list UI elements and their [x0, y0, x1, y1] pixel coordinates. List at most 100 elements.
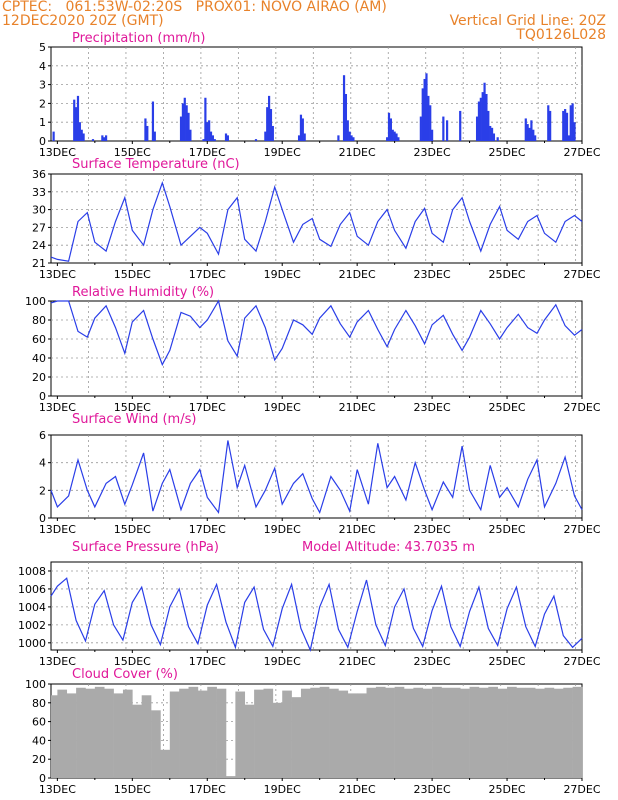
panel-2-ytick-label-2: 27	[32, 221, 46, 234]
panel-1-bar-37	[299, 114, 303, 141]
panel-6-area-bar-28	[310, 687, 320, 778]
panel-1-bar-2	[75, 107, 78, 141]
panel-1-bar-81	[547, 105, 550, 141]
panel-6-area-bar-27	[300, 688, 311, 778]
panel-6-area-bar-18	[216, 688, 227, 778]
panel-6-xtick-label-0: 13DEC	[39, 783, 76, 796]
panel-6-area-bar-42	[441, 687, 452, 778]
panel-5-xtick-label-5: 23DEC	[414, 655, 451, 668]
panel-1-bar-54	[419, 116, 422, 141]
panel-1-bar-13	[151, 101, 155, 141]
panel-1-bar-62	[445, 120, 449, 141]
panel-5-ytick-label-3: 1006	[18, 583, 46, 596]
panel-5-title: Surface Pressure (hPa)	[72, 540, 219, 555]
panel-1-bar-58	[427, 95, 430, 141]
panel-1-bar-15	[179, 116, 183, 141]
panel-1-bar-83	[562, 110, 565, 141]
panel-1-bar-27	[213, 139, 216, 141]
panel-1-bar-46	[352, 137, 355, 141]
panel-6-area-bar-43	[450, 687, 461, 778]
panel-6-area-bar-50	[516, 687, 527, 778]
panel-6-xtick-label-2: 17DEC	[189, 783, 226, 796]
panel-1-bar-39	[303, 133, 306, 141]
panel-3-xtick-label-2: 17DEC	[189, 401, 226, 414]
panel-1-bar-9	[103, 137, 106, 141]
panel-1-xtick-label-1: 15DEC	[114, 146, 151, 159]
panel-6-area-bar-7	[113, 693, 124, 778]
panel-6-area-bar-38	[404, 688, 414, 778]
panel-4-xtick-label-7: 27DEC	[563, 523, 600, 536]
panel-6-area-bar-37	[394, 686, 405, 778]
panel-2-ytick-label-3: 30	[32, 204, 46, 217]
panel-6-area-bar-8	[122, 689, 133, 778]
panel-1-bar-60	[431, 129, 434, 141]
panel-1-bar-3	[76, 95, 80, 141]
panel-6-area-bar-29	[319, 686, 330, 778]
panel-3-ytick-label-5: 100	[25, 295, 46, 308]
panel-2-frame	[50, 173, 583, 264]
panel-6-area-bar-48	[497, 688, 508, 778]
panel-6-area-bar-30	[329, 688, 339, 778]
panel-1-bar-23	[206, 122, 209, 141]
panel-6-area-bar-1	[57, 689, 68, 778]
panel-2-xtick-label-3: 19DEC	[264, 268, 301, 281]
panel-3-ytick-label-2: 40	[32, 352, 46, 365]
panel-6-area-bar-39	[413, 687, 424, 778]
panel-1-bar-57	[425, 73, 428, 141]
panel-1-bar-73	[492, 133, 496, 141]
panel-1-bar-21	[202, 139, 205, 141]
panel-6-area-bar-14	[179, 688, 189, 778]
panel-1-title: Precipitation (mm/h)	[72, 31, 205, 46]
panel-6-area-bar-11	[151, 710, 161, 778]
panel-6-area-bar-15	[188, 686, 199, 778]
panel-6-area-bar-32	[347, 693, 358, 778]
panel-3-xtick-label-4: 21DEC	[339, 401, 376, 414]
panel-6-area-bar-31	[338, 690, 349, 778]
panel-1-bar-11	[144, 118, 147, 141]
panel-6-ytick-label-0: 0	[39, 772, 46, 785]
panel-1-bar-43	[346, 120, 349, 141]
panel-6-area-bar-19	[226, 776, 236, 778]
panel-6-area-bar-26	[291, 697, 302, 778]
panel-6-ytick-label-5: 100	[25, 678, 46, 691]
panel-5-xtick-label-1: 15DEC	[114, 655, 151, 668]
panel-5-xtick-label-2: 17DEC	[189, 655, 226, 668]
header-grid-line-note: Vertical Grid Line: 20Z	[449, 13, 606, 29]
panel-1-bar-22	[204, 97, 207, 141]
panel-6-area-bar-0	[51, 695, 58, 778]
panel-5-ytick-label-0: 1000	[18, 637, 46, 650]
panel-6-xtick-label-7: 27DEC	[563, 783, 600, 796]
panel-1-bar-63	[459, 110, 462, 141]
panel-6-area-bar-9	[132, 704, 142, 778]
panel-1-ytick-label-4: 4	[39, 60, 46, 73]
panel-2-xtick-label-4: 21DEC	[339, 268, 376, 281]
panel-1-bar-17	[183, 97, 186, 141]
panel-3-frame	[50, 300, 583, 397]
panel-1-bar-18	[185, 105, 188, 141]
panel-2-xtick-label-1: 15DEC	[114, 268, 151, 281]
panel-2-ytick-label-5: 36	[32, 168, 46, 181]
panel-3-ytick-label-4: 80	[32, 314, 46, 327]
panel-1-ytick-label-2: 2	[39, 97, 46, 110]
panel-6-area-bar-21	[244, 704, 255, 778]
panel-5-xtick-label-7: 27DEC	[563, 655, 600, 668]
panel-3-series-line	[50, 299, 583, 367]
panel-6-area-bar-51	[525, 687, 536, 778]
panel-1-bar-41	[342, 75, 346, 141]
panel-1-xtick-label-3: 19DEC	[264, 146, 301, 159]
panel-2-ytick-label-0: 21	[32, 257, 46, 270]
panel-6-area-bar-41	[432, 686, 442, 778]
panel-4-xtick-label-3: 19DEC	[264, 523, 301, 536]
panel-6-xtick-label-4: 21DEC	[339, 783, 376, 796]
panel-1-xtick-label-2: 17DEC	[189, 146, 226, 159]
panel-1-bar-31	[264, 131, 267, 141]
panel-1-bar-75	[524, 118, 527, 141]
panel-3-ytick-label-3: 60	[32, 333, 46, 346]
panel-6-area-bar-56	[572, 686, 583, 778]
panel-1-ytick-label-0: 0	[39, 135, 46, 148]
panel-6-area-bar-4	[85, 688, 96, 778]
panel-6-area-bar-34	[366, 687, 377, 778]
panel-1-bar-79	[532, 129, 535, 141]
panel-6-area-bar-10	[141, 695, 152, 778]
panel-1-bar-52	[395, 133, 398, 141]
